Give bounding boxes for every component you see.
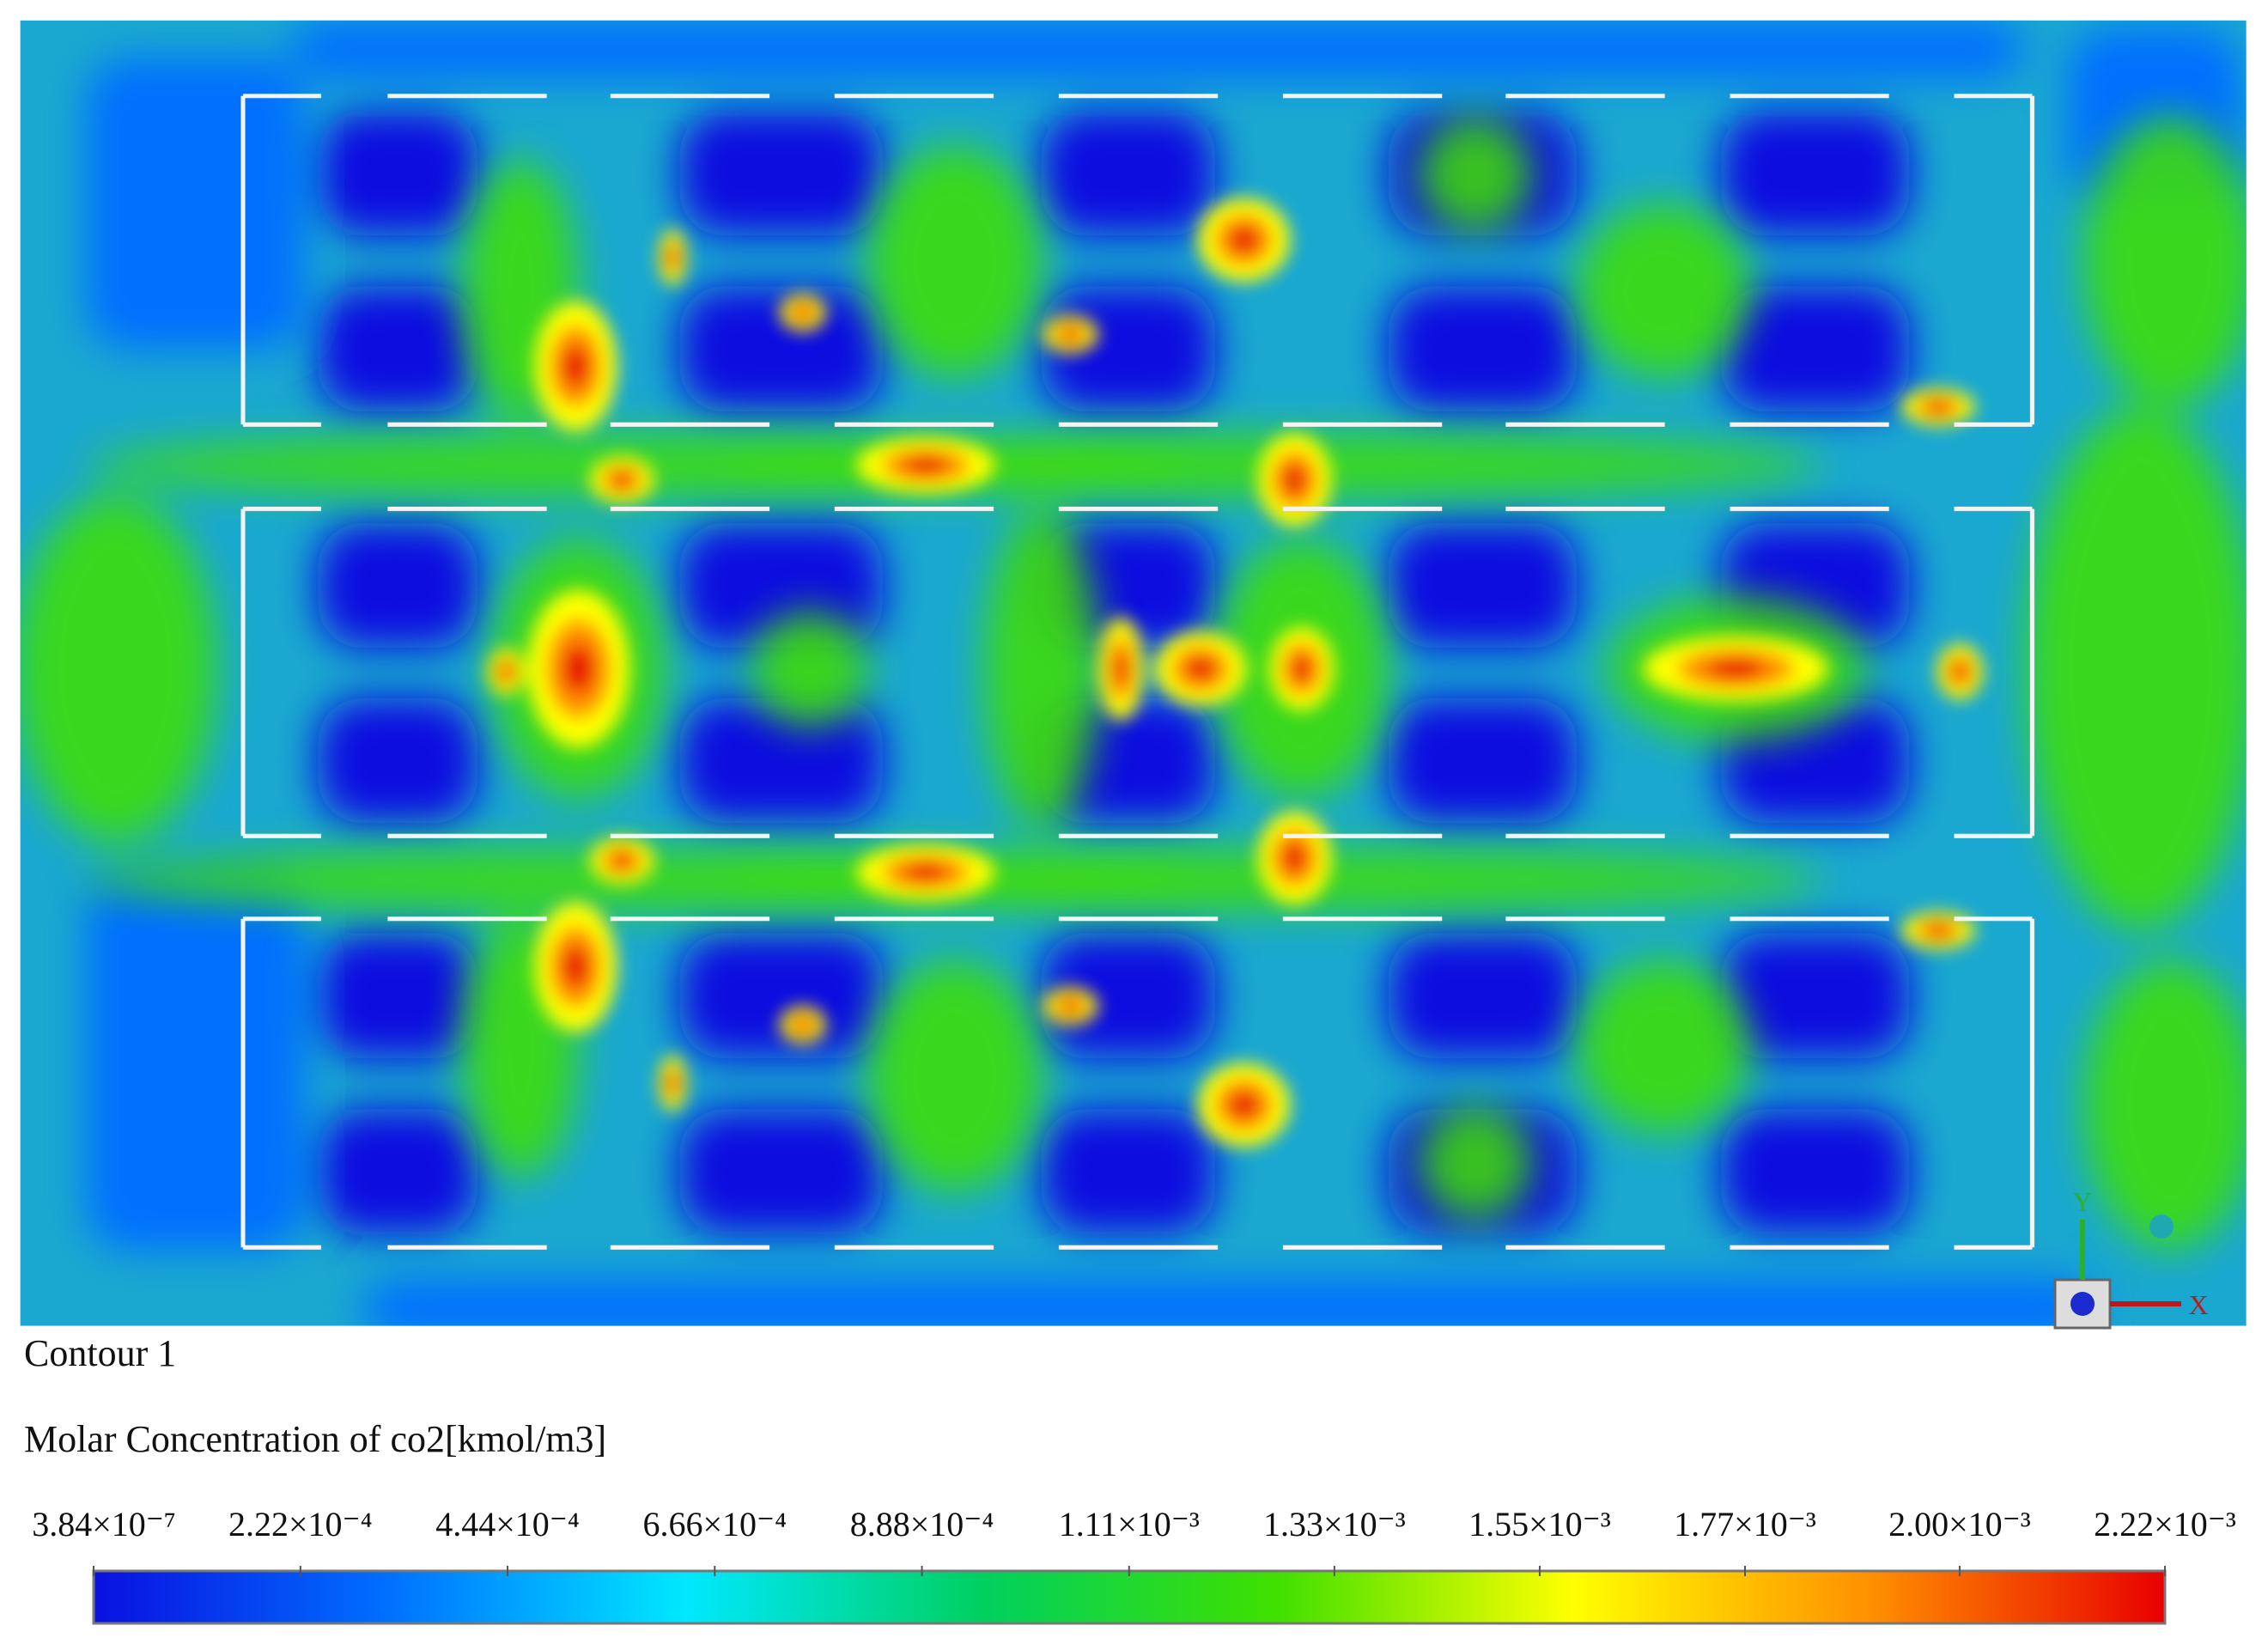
low-region: [679, 698, 883, 824]
low-region: [318, 523, 477, 648]
triad-x-label: X: [2188, 1289, 2208, 1320]
mid-region: [2083, 959, 2247, 1251]
low-region: [1388, 933, 1577, 1059]
mid-region: [1576, 203, 1751, 379]
high-region: [500, 664, 513, 679]
high-region: [1113, 652, 1128, 685]
low-region: [679, 1109, 883, 1234]
contour-title: Contour 1: [24, 1332, 176, 1374]
colorbar-tick-label: 4.44×10⁻⁴: [435, 1505, 580, 1543]
high-region: [562, 345, 589, 387]
mid-region: [20, 494, 217, 843]
high-region: [562, 643, 595, 694]
triad-y-label: Y: [2072, 1186, 2092, 1217]
colorbar-tick-label: 2.22×10⁻⁴: [228, 1505, 373, 1543]
low-region: [318, 110, 477, 235]
high-region: [1926, 924, 1950, 937]
high-region: [1061, 1000, 1079, 1013]
low-region: [679, 110, 883, 235]
low-region: [1041, 933, 1215, 1059]
mid-region: [2025, 407, 2247, 931]
high-region: [611, 853, 633, 868]
low-region: [318, 698, 477, 824]
low-region: [679, 286, 883, 411]
mid-region: [867, 145, 1042, 379]
colorbar-tick-label: 2.00×10⁻³: [1888, 1505, 2031, 1543]
low-region: [1388, 286, 1577, 411]
high-region: [903, 863, 948, 881]
low-region: [87, 58, 304, 350]
low-region: [1721, 1109, 1910, 1234]
colorbar-tick-label: 1.77×10⁻³: [1674, 1505, 1816, 1543]
mid-region: [983, 508, 1100, 829]
low-region: [1721, 933, 1910, 1059]
low-region: [1041, 286, 1215, 411]
colorbar: [92, 1569, 2167, 1625]
low-region: [318, 286, 477, 411]
colorbar-tick-label: 6.66×10⁻⁴: [642, 1505, 787, 1543]
mid-region: [867, 959, 1042, 1192]
high-region: [1229, 1092, 1259, 1118]
low-region: [1041, 1109, 1215, 1234]
contour-field: [20, 20, 2247, 1326]
high-region: [1706, 658, 1765, 679]
high-region: [1282, 465, 1306, 495]
mid-region: [1576, 959, 1751, 1135]
low-region: [1388, 698, 1577, 824]
colorbar-tick-label: 8.88×10⁻⁴: [850, 1505, 994, 1543]
colorbar-tick-label: 1.11×10⁻³: [1059, 1505, 1200, 1543]
low-region: [362, 1279, 2098, 1326]
axis-triad: Y X: [2053, 1186, 2209, 1330]
high-region: [668, 1074, 678, 1093]
low-region: [289, 20, 2026, 79]
high-region: [1186, 657, 1215, 681]
high-region: [1229, 227, 1259, 253]
low-region: [318, 1109, 477, 1234]
mid-region: [1417, 1105, 1534, 1221]
low-region: [1388, 523, 1577, 648]
high-region: [611, 472, 633, 488]
high-region: [1061, 328, 1079, 341]
high-region: [795, 307, 811, 319]
colorbar-tick-label: 1.33×10⁻³: [1263, 1505, 1406, 1543]
low-region: [679, 933, 883, 1059]
high-region: [903, 456, 948, 474]
high-region: [795, 1019, 811, 1032]
mid-region: [1417, 116, 1534, 233]
mid-region: [751, 610, 868, 728]
colorbar-tick-label: 2.22×10⁻³: [2094, 1505, 2236, 1543]
high-region: [1282, 843, 1306, 873]
colorbar-label: Molar Concentration of co2[kmol/m3]: [24, 1418, 606, 1460]
low-region: [318, 933, 477, 1059]
low-region: [1721, 286, 1910, 411]
mid-region: [2083, 116, 2247, 407]
high-region: [562, 946, 589, 988]
low-region: [1041, 110, 1215, 235]
high-region: [1926, 401, 1950, 413]
high-region: [1952, 662, 1967, 681]
high-region: [1292, 655, 1312, 682]
high-region: [668, 248, 678, 266]
colorbar-tick-label: 3.84×10⁻⁷: [32, 1505, 176, 1543]
low-region: [87, 872, 304, 1251]
colorbar-tick-label: 1.55×10⁻³: [1468, 1505, 1611, 1543]
low-region: [1721, 110, 1910, 235]
